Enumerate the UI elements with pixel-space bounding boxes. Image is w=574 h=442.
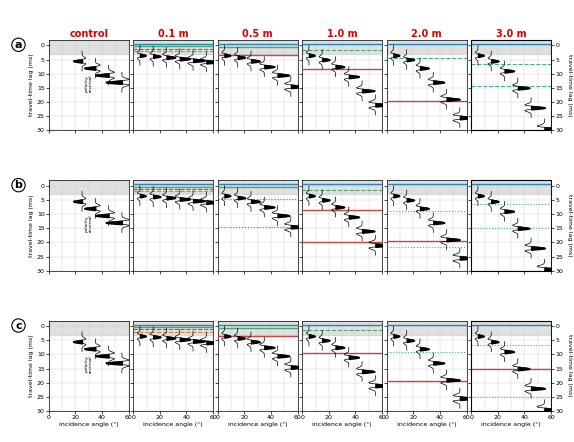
X-axis label: incidence angle (°): incidence angle (°)	[144, 422, 203, 427]
Bar	[133, 40, 213, 54]
Bar	[302, 320, 382, 335]
Bar	[49, 180, 129, 194]
X-axis label: incidence angle (°): incidence angle (°)	[312, 422, 372, 427]
Title: control: control	[69, 29, 108, 39]
Bar	[387, 180, 467, 194]
Y-axis label: travel-time lag (ms): travel-time lag (ms)	[29, 335, 34, 397]
Bar	[133, 320, 213, 335]
Title: 1.0 m: 1.0 m	[327, 29, 358, 39]
Title: 3.0 m: 3.0 m	[496, 29, 526, 39]
Text: a: a	[15, 40, 22, 50]
Y-axis label: travel-time lag (ms): travel-time lag (ms)	[567, 335, 572, 397]
Title: 0.1 m: 0.1 m	[158, 29, 188, 39]
Y-axis label: travel-time lag (ms): travel-time lag (ms)	[567, 54, 572, 116]
Y-axis label: travel-time lag (ms): travel-time lag (ms)	[567, 194, 572, 257]
Y-axis label: travel-time lag (ms): travel-time lag (ms)	[29, 54, 34, 116]
Bar	[133, 180, 213, 194]
Text: c: c	[15, 320, 22, 331]
Bar	[49, 320, 129, 335]
Bar	[302, 180, 382, 194]
Text: polarity
reversal: polarity reversal	[84, 215, 93, 232]
X-axis label: incidence angle (°): incidence angle (°)	[59, 422, 118, 427]
X-axis label: incidence angle (°): incidence angle (°)	[228, 422, 288, 427]
Bar	[49, 40, 129, 54]
Text: polarity
reversal: polarity reversal	[84, 74, 93, 92]
Title: 2.0 m: 2.0 m	[412, 29, 442, 39]
Bar	[387, 40, 467, 54]
Text: polarity
reversal: polarity reversal	[84, 355, 93, 373]
Bar	[471, 40, 551, 54]
Y-axis label: travel-time lag (ms): travel-time lag (ms)	[29, 194, 34, 257]
Bar	[218, 40, 297, 54]
Bar	[218, 320, 297, 335]
Bar	[302, 40, 382, 54]
X-axis label: incidence angle (°): incidence angle (°)	[482, 422, 541, 427]
Text: b: b	[14, 180, 22, 190]
Bar	[471, 320, 551, 335]
X-axis label: incidence angle (°): incidence angle (°)	[397, 422, 456, 427]
Bar	[387, 320, 467, 335]
Title: 0.5 m: 0.5 m	[242, 29, 273, 39]
Bar	[218, 180, 297, 194]
Bar	[471, 180, 551, 194]
